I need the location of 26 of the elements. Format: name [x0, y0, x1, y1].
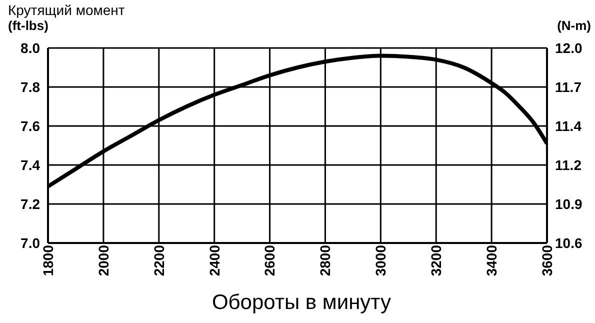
y2-tick-label: 12.0	[555, 40, 582, 56]
y-tick-label: 8.0	[20, 40, 40, 56]
y-tick-label: 7.8	[20, 78, 40, 95]
y-axis-title: (ft-lbs)	[8, 18, 48, 33]
y2-tick-label: 10.6	[555, 234, 582, 251]
x-tick-label: 2800	[317, 244, 334, 276]
y2-tick-label: 11.4	[555, 118, 582, 134]
y2-axis-title: (N-m)	[557, 18, 591, 33]
y2-tick-label: 11.7	[555, 78, 582, 95]
y2-tick-label: 10.9	[555, 196, 582, 212]
y-tick-label: 7.4	[20, 156, 40, 173]
x-tick-label: 2400	[206, 244, 222, 276]
x-tick-label: 3600	[538, 244, 555, 276]
y-tick-label: 7.6	[20, 118, 40, 134]
x-tick-label: 2000	[95, 244, 112, 276]
x-tick-label: 2600	[262, 244, 278, 276]
x-tick-label: 3000	[372, 244, 389, 276]
x-tick-label: 1800	[40, 244, 56, 276]
y2-tick-label: 11.2	[555, 156, 582, 173]
x-tick-label: 2200	[150, 244, 167, 276]
y-tick-label: 7.2	[20, 196, 40, 212]
x-axis-title: Обороты в минуту	[210, 291, 392, 315]
chart-title: Крутящий момент	[8, 2, 125, 18]
x-tick-label: 3200	[428, 244, 444, 276]
x-tick-label: 3400	[483, 244, 500, 276]
y-tick-label: 7.0	[20, 234, 40, 251]
